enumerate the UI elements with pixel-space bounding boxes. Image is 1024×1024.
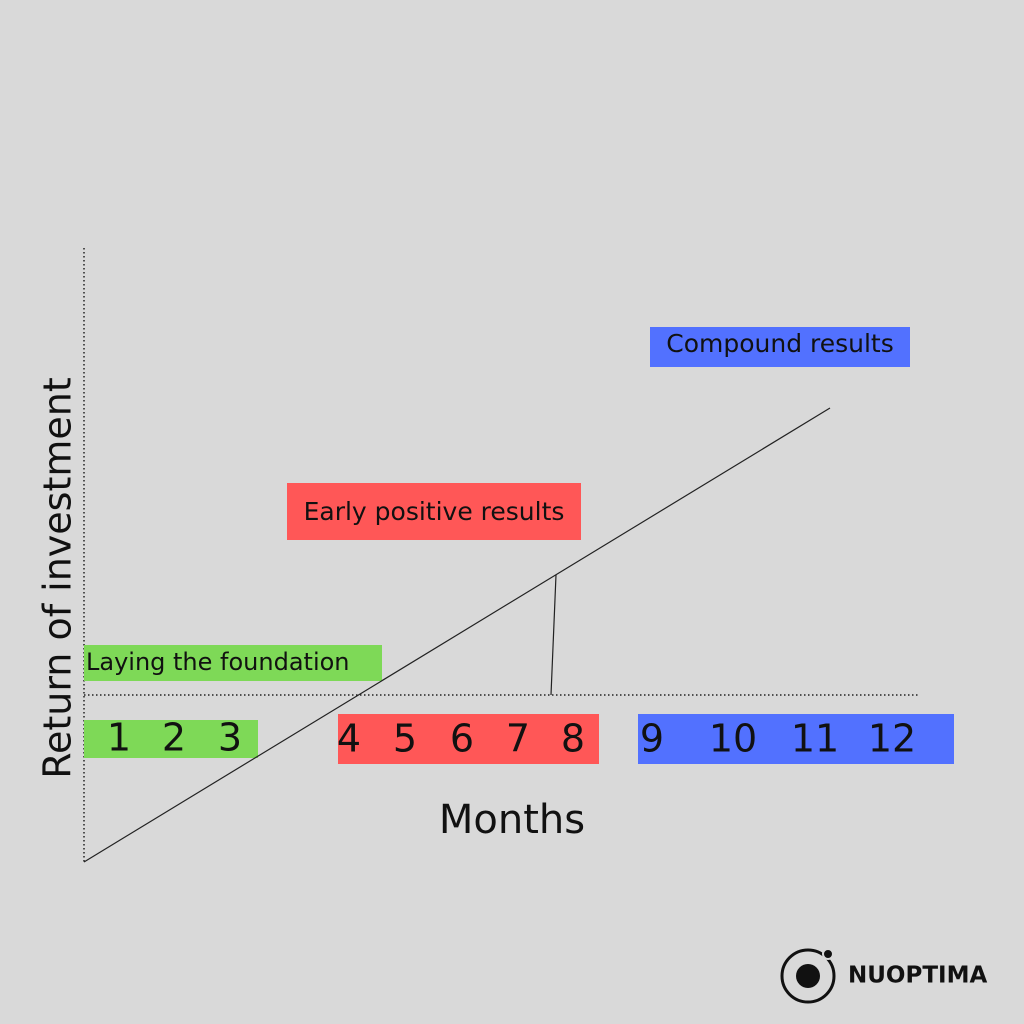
month-label: 11	[791, 717, 839, 761]
month-label: 8	[561, 717, 585, 761]
month-box	[638, 714, 954, 764]
month-label: 4	[337, 717, 361, 761]
phase-label: Early positive results	[304, 497, 565, 526]
trend-line	[83, 407, 831, 863]
month-label: 9	[640, 717, 664, 761]
phase-label-box	[84, 645, 382, 681]
month-label: 10	[709, 717, 757, 761]
logo-text: NUOPTIMA	[848, 963, 987, 989]
month-label: 12	[868, 717, 916, 761]
month-label: 1	[107, 716, 131, 760]
pointer-line	[550, 574, 557, 696]
phase-label: Compound results	[666, 329, 894, 358]
month-label: 3	[218, 716, 242, 760]
month-box	[84, 720, 258, 758]
month-label: 5	[393, 717, 417, 761]
phase-label-box	[650, 327, 910, 367]
y-axis-label: Return of investment	[36, 377, 80, 778]
x-axis-label: Months	[439, 797, 585, 843]
logo-dot	[796, 964, 820, 988]
month-label: 7	[506, 717, 530, 761]
logo: NUOPTIMA	[780, 948, 987, 1004]
phase-label: Laying the foundation	[86, 648, 350, 676]
month-box	[338, 714, 599, 764]
logo-satellite	[822, 948, 834, 960]
phase-label-box	[287, 483, 581, 540]
logo-ring	[780, 948, 836, 1004]
month-label: 2	[162, 716, 186, 760]
month-label: 6	[450, 717, 474, 761]
